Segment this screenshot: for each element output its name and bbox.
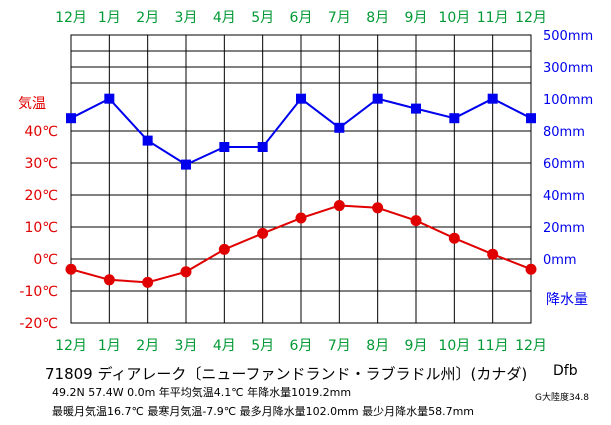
month-label-top: 6月 xyxy=(290,10,313,26)
temperature-tick-label: 10℃ xyxy=(24,220,58,236)
month-label-bottom: 5月 xyxy=(251,338,274,354)
month-label-bottom: 3月 xyxy=(175,338,198,354)
precipitation-point xyxy=(334,122,345,133)
temperature-tick-label: 40℃ xyxy=(24,124,58,140)
month-label-bottom: 2月 xyxy=(136,338,159,354)
precipitation-point xyxy=(142,135,153,146)
temperature-point xyxy=(525,263,537,275)
temperature-point xyxy=(295,212,307,224)
precipitation-tick-label: 100mm xyxy=(543,93,593,108)
precipitation-point xyxy=(487,93,498,104)
precipitation-point xyxy=(181,159,191,170)
precipitation-point xyxy=(449,113,460,124)
temperature-tick-label: 0℃ xyxy=(33,252,58,268)
temperature-series xyxy=(65,200,537,288)
temperature-point xyxy=(448,232,460,244)
temperature-point xyxy=(103,274,115,286)
station-extremes: 最暖月気温16.7℃ 最寒月気温-7.9℃ 最多月降水量102.0mm 最少月降… xyxy=(52,405,474,418)
month-label-bottom: 8月 xyxy=(366,338,389,354)
station-summary: 49.2N 57.4W 0.0m 年平均気温4.1℃ 年降水量1019.2mm xyxy=(52,386,352,399)
precipitation-point xyxy=(257,142,268,152)
temperature-axis-label: 気温 xyxy=(18,96,46,112)
month-label-bottom: 1月 xyxy=(98,338,121,354)
precipitation-series xyxy=(66,93,536,170)
month-label-top: 4月 xyxy=(213,10,236,26)
month-label-top: 9月 xyxy=(405,10,428,26)
month-label-bottom: 7月 xyxy=(328,338,351,354)
month-label-top: 1月 xyxy=(98,10,121,26)
temperature-tick-label: 30℃ xyxy=(24,156,58,172)
temperature-tick-label: 20℃ xyxy=(24,188,58,204)
month-label-top: 5月 xyxy=(251,10,274,26)
precipitation-axis-label: 降水量 xyxy=(546,292,588,308)
station-title: 71809 ディアレーク〔ニューファンドランド・ラブラドル州〕(カナダ) xyxy=(45,365,528,383)
temperature-point xyxy=(257,227,269,239)
month-label-top: 12月 xyxy=(55,10,87,26)
precipitation-point xyxy=(219,142,230,152)
precipitation-tick-label: 500mm xyxy=(543,29,593,44)
temperature-point xyxy=(180,266,192,278)
temperature-point xyxy=(487,248,499,260)
precipitation-tick-label: 40mm xyxy=(543,189,585,204)
month-label-top: 12月 xyxy=(515,10,547,26)
temperature-point xyxy=(65,263,77,275)
precipitation-tick-label: 60mm xyxy=(543,157,585,172)
precipitation-point xyxy=(372,93,383,104)
bottom-month-labels: 12月 1月 2月 3月 4月 5月 6月 7月 8月 9月 10月 11月 12月 xyxy=(55,338,547,354)
top-month-labels: 12月 1月 2月 3月 4月 5月 6月 7月 8月 9月 10月 11月 12月 xyxy=(55,10,547,26)
temperature-tick-labels: 40℃ 30℃ 20℃ 10℃ 0℃ -10℃ -20℃ xyxy=(19,124,58,332)
temperature-point xyxy=(333,200,345,212)
month-label-bottom: 12月 xyxy=(515,338,547,354)
grid-lines xyxy=(70,34,532,324)
month-label-bottom: 10月 xyxy=(438,338,470,354)
month-label-bottom: 11月 xyxy=(477,338,509,354)
month-label-top: 8月 xyxy=(366,10,389,26)
precipitation-point xyxy=(411,103,421,114)
precipitation-point xyxy=(104,93,115,104)
temperature-tick-label: -10℃ xyxy=(19,284,58,300)
precipitation-tick-labels: 500mm 300mm 100mm 80mm 60mm 40mm 20mm 0mm xyxy=(543,29,593,268)
koppen-class: Dfb xyxy=(553,363,578,379)
month-label-bottom: 12月 xyxy=(55,338,87,354)
precipitation-point xyxy=(296,93,306,104)
precipitation-point xyxy=(66,113,76,124)
temperature-point xyxy=(142,276,154,288)
month-label-top: 11月 xyxy=(477,10,509,26)
month-label-top: 3月 xyxy=(175,10,198,26)
precipitation-tick-label: 80mm xyxy=(543,125,585,140)
temperature-point xyxy=(372,202,384,214)
month-label-bottom: 4月 xyxy=(213,338,236,354)
month-label-bottom: 6月 xyxy=(290,338,313,354)
precipitation-point xyxy=(526,113,536,124)
temperature-point xyxy=(218,243,230,255)
month-label-top: 7月 xyxy=(328,10,351,26)
temperature-point xyxy=(410,215,422,227)
precipitation-tick-label: 300mm xyxy=(543,61,593,76)
temperature-tick-label: -20℃ xyxy=(19,316,58,332)
continentality-index: G大陸度34.8 xyxy=(535,393,590,403)
precipitation-tick-label: 0mm xyxy=(543,253,577,268)
month-label-top: 10月 xyxy=(438,10,470,26)
month-label-top: 2月 xyxy=(136,10,159,26)
precipitation-tick-label: 20mm xyxy=(543,221,585,236)
month-label-bottom: 9月 xyxy=(405,338,428,354)
